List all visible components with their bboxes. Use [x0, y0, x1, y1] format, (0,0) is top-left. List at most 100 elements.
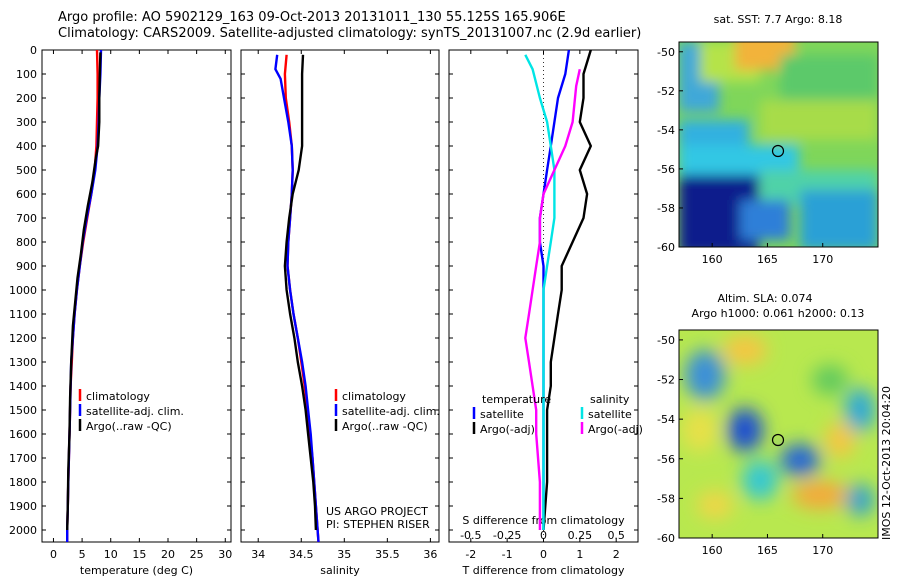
figure-title-line1: Argo profile: AO 5902129_163 09-Oct-2013…: [58, 10, 566, 25]
project-annotation: PI: STEPHEN RISER: [326, 518, 430, 531]
y-tick-label: -56: [657, 163, 675, 176]
panel-frame: [41, 49, 232, 543]
series-satellite-adj-clim-: [274, 54, 320, 543]
s-tick-label: 0.25: [568, 529, 593, 542]
y-tick-label: -58: [657, 202, 675, 215]
y-tick-label: 1500: [9, 404, 37, 417]
x-tick-label: 36: [423, 548, 437, 561]
y-tick-label: 1600: [9, 428, 37, 441]
x-tick-label: 34: [251, 548, 265, 561]
sla-map-title-line1: Altim. SLA: 0.074: [717, 292, 812, 305]
s-tick-label: 0.5: [607, 529, 625, 542]
y-tick-label: 1400: [9, 380, 37, 393]
x-tick-label: 10: [104, 548, 118, 561]
y-tick-label: 1900: [9, 500, 37, 513]
plot-panels: 0100200300400500600700800900100011001200…: [9, 44, 643, 577]
y-tick-label: -54: [657, 124, 675, 137]
legend-label: satellite: [480, 408, 524, 421]
series-satellite: [524, 54, 556, 530]
x-tick-label: 2: [613, 548, 620, 561]
legend-label: Argo(..raw -QC): [342, 420, 428, 433]
x-tick-label: 1: [576, 548, 583, 561]
s-tick-label: -0.25: [493, 529, 521, 542]
y-tick-label: -50: [657, 46, 675, 59]
imos-stamp: IMOS 12-Oct-2013 20:04:20: [880, 386, 893, 540]
s-tick-label: 0: [540, 529, 547, 542]
legend-label: satellite-adj. clim.: [86, 405, 184, 418]
x-tick-label: -2: [465, 548, 476, 561]
x-tick-label: 170: [812, 544, 833, 557]
sst-map: sat. SST: 7.7 Argo: 8.18 160 165 170 -50 -52…: [657, 13, 879, 266]
y-tick-label: 1000: [9, 284, 37, 297]
x-tick-label: 30: [218, 548, 232, 561]
s-tick-label: -0.5: [460, 529, 481, 542]
y-tick-label: 500: [16, 164, 37, 177]
legend-label: satellite: [588, 408, 632, 421]
y-tick-label: 200: [16, 92, 37, 105]
y-tick-label: 1300: [9, 356, 37, 369]
x-axis-label: temperature (deg C): [80, 564, 193, 577]
x-tick-label: 25: [190, 548, 204, 561]
panel-salinity_profile: 34 34.5 35 35.5 36 salinity climatology satelli…: [240, 49, 440, 577]
x-tick-label: 20: [161, 548, 175, 561]
x-tick-label: 160: [702, 253, 723, 266]
sla-map: Altim. SLA: 0.074 Argo h1000: 0.061 h200…: [657, 292, 893, 557]
figure-title-line2: Climatology: CARS2009. Satellite-adjuste…: [58, 26, 642, 41]
legend-label: Argo(..raw -QC): [86, 420, 172, 433]
sla-map-title-line2: Argo h1000: 0.061 h2000: 0.13: [692, 307, 865, 320]
x-tick-label: 170: [812, 253, 833, 266]
x-tick-label: 15: [132, 548, 146, 561]
x-tick-label: 0: [540, 548, 547, 561]
argo-location-marker: [771, 144, 785, 158]
x-axis-label: salinity: [320, 564, 360, 577]
x-tick-label: 34.5: [289, 548, 314, 561]
y-tick-label: 1700: [9, 452, 37, 465]
y-tick-label: -54: [657, 413, 675, 426]
y-tick-label: -60: [657, 532, 675, 545]
panel-frame: [240, 49, 440, 543]
legend-label: temperature: [482, 393, 551, 406]
argo-location-marker: [771, 433, 785, 447]
x-tick-label: -1: [502, 548, 513, 561]
y-tick-label: 1100: [9, 308, 37, 321]
x-tick-label: 160: [702, 544, 723, 557]
y-tick-label: 100: [16, 68, 37, 81]
y-tick-label: -58: [657, 492, 675, 505]
project-annotation: US ARGO PROJECT: [326, 505, 428, 518]
legend-label: satellite-adj. clim.: [342, 405, 440, 418]
series-argo-raw-qc-: [283, 54, 318, 531]
x-tick-label: 165: [757, 544, 778, 557]
x-tick-label: 5: [79, 548, 86, 561]
y-tick-label: -56: [657, 453, 675, 466]
y-tick-label: 900: [16, 260, 37, 273]
x-axis-label: T difference from climatology: [462, 564, 625, 577]
legend-label: climatology: [342, 390, 406, 403]
sst-map-title: sat. SST: 7.7 Argo: 8.18: [714, 13, 843, 26]
series-argo-adj-: [542, 49, 592, 531]
y-tick-label: 800: [16, 236, 37, 249]
legend-label: Argo(-adj): [480, 423, 535, 436]
legend-label: salinity: [590, 393, 630, 406]
panel-temperature_profile: 0100200300400500600700800900100011001200…: [9, 44, 232, 577]
x-tick-label: 35: [337, 548, 351, 561]
x-tick-label: 165: [757, 253, 778, 266]
legend-label: Argo(-adj): [588, 423, 643, 436]
y-tick-label: -52: [657, 374, 675, 387]
y-tick-label: 700: [16, 212, 37, 225]
y-tick-label: 300: [16, 116, 37, 129]
y-tick-label: -60: [657, 241, 675, 254]
y-tick-label: 1200: [9, 332, 37, 345]
legend-label: climatology: [86, 390, 150, 403]
x-tick-label: 35.5: [375, 548, 400, 561]
x-tick-label: 0: [50, 548, 57, 561]
y-tick-label: 2000: [9, 524, 37, 537]
series-argo-adj-: [524, 68, 581, 530]
y-tick-label: -52: [657, 85, 675, 98]
series-argo-raw-qc-: [66, 52, 102, 531]
y-tick-label: 600: [16, 188, 37, 201]
y-tick-label: 0: [30, 44, 37, 57]
panel-difference_profile: -2 -1 0 1 2 T difference from climatology -0.5…: [448, 49, 643, 577]
y-tick-label: -50: [657, 334, 675, 347]
y-tick-label: 1800: [9, 476, 37, 489]
